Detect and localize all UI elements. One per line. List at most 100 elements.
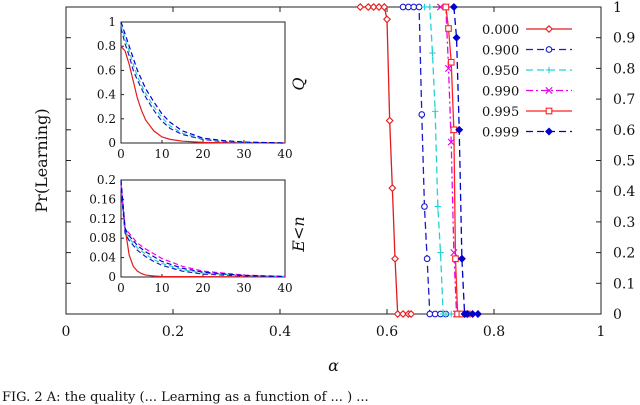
series-line-0.900 — [403, 6, 446, 315]
series-line-0.999 — [453, 6, 478, 315]
inset-e-x-tick-label: 30 — [236, 281, 251, 295]
data-point-0.950 — [434, 203, 442, 210]
data-point-0.900 — [421, 203, 428, 210]
data-point-0.950 — [442, 310, 450, 318]
legend-label: 0.000 — [482, 23, 519, 38]
series-0.900 — [399, 3, 450, 318]
legend-marker — [545, 107, 553, 115]
inset-q-y-tick-label: 1 — [108, 15, 116, 29]
data-point-0.999 — [455, 125, 464, 134]
inset-e-series-line — [120, 184, 286, 278]
data-point-0.999 — [449, 3, 458, 11]
y-tick-label: 0 — [613, 307, 622, 323]
series-0.999 — [449, 3, 482, 318]
inset-q-x-tick-label: 20 — [195, 147, 210, 161]
inset-e-x-tick-label: 40 — [277, 281, 292, 295]
y-tick-label: 0.5 — [613, 154, 635, 170]
data-point-0.999 — [463, 310, 472, 318]
inset-q-series-line — [120, 21, 286, 144]
legend-label: 0.900 — [482, 44, 519, 59]
data-point-0.000 — [383, 15, 391, 24]
inset-e-y-tick-label: 0.16 — [89, 192, 116, 206]
inset-e-y-tick-label: 0.08 — [89, 231, 116, 245]
y-tick-label: 0.1 — [613, 276, 635, 292]
series-line-0.950 — [424, 6, 457, 315]
legend-marker — [545, 25, 553, 33]
data-point-0.995 — [447, 58, 455, 66]
data-point-0.000 — [380, 3, 389, 11]
legend-marker — [545, 46, 553, 53]
x-tick-label: 0.2 — [162, 324, 184, 340]
inset-e-y-tick-label: 0 — [108, 270, 116, 284]
data-point-0.000 — [388, 184, 397, 193]
legend-marker — [545, 127, 553, 136]
data-point-0.999 — [468, 310, 477, 318]
inset-q-y-axis-label: Q — [289, 77, 308, 90]
inset-e-y-tick-label: 0.12 — [89, 212, 116, 226]
y-tick-label: 0.8 — [613, 61, 635, 77]
data-point-0.995 — [445, 25, 452, 32]
data-point-0.999 — [452, 33, 461, 42]
data-point-0.950 — [437, 249, 444, 256]
series-line-0.000 — [360, 6, 412, 315]
data-point-0.000 — [407, 310, 416, 318]
legend-label: 0.999 — [482, 126, 519, 141]
legend-marker — [545, 66, 553, 74]
legend: 0.000 0.900 0.950 0.990 0.995 0.999 — [482, 23, 572, 141]
data-point-0.000 — [393, 310, 402, 318]
x-tick-label: 0 — [62, 324, 71, 340]
data-point-0.900 — [423, 255, 431, 263]
inset-e-plot: 0 10 20 30 40 0 0.04 0.08 0.12 0.16 0.2 E<n — [89, 173, 308, 295]
data-point-0.900 — [415, 3, 423, 11]
inset-q-frame — [120, 21, 286, 144]
legend-label: 0.950 — [482, 64, 519, 79]
y-tick-label: 1 — [613, 0, 622, 16]
y-tick-label: 0.7 — [613, 92, 635, 108]
figure-caption: FIG. 2 A: the quality (... Learning as a… — [2, 390, 369, 405]
data-point-0.950 — [421, 3, 428, 11]
y-tick-label: 0.9 — [613, 31, 635, 47]
inset-e-x-tick-label: 10 — [154, 281, 169, 295]
data-point-0.900 — [399, 3, 407, 11]
inset-e-series-line — [120, 189, 286, 278]
inset-q-y-tick-label: 0.2 — [97, 112, 116, 126]
data-point-0.900 — [431, 310, 439, 318]
data-point-0.950 — [429, 49, 436, 57]
inset-e-frame — [120, 179, 286, 278]
main-plot-frame — [65, 6, 602, 315]
inset-q-plot: 0 10 20 30 40 0 0.2 0.4 0.6 0.8 1 Q — [97, 15, 308, 161]
inset-q-x-tick-label: 10 — [154, 147, 169, 161]
data-point-0.900 — [410, 3, 418, 11]
data-point-0.000 — [374, 3, 383, 11]
inset-e-y-axis-label: E<n — [289, 216, 308, 252]
series-0.000 — [356, 3, 416, 318]
data-point-0.900 — [426, 310, 434, 318]
inset-e-y-tick-label: 0.04 — [89, 251, 116, 265]
inset-q-x-tick-label: 40 — [277, 147, 292, 161]
inset-q-y-tick-label: 0.4 — [97, 88, 116, 102]
x-tick-label: 0.6 — [376, 324, 398, 340]
inset-e-series-line — [120, 184, 286, 278]
inset-q-y-tick-label: 0 — [108, 136, 116, 150]
data-point-0.995 — [452, 255, 459, 263]
series-0.950 — [421, 3, 460, 318]
data-point-0.900 — [418, 111, 426, 118]
data-point-0.999 — [473, 310, 482, 318]
inset-e-series-line — [120, 184, 286, 278]
y-axis-label: Pr(Learning) — [32, 108, 51, 212]
x-axis-label: α — [328, 356, 339, 375]
data-point-0.000 — [364, 3, 373, 11]
legend-label: 0.990 — [482, 85, 519, 100]
data-point-0.950 — [431, 108, 439, 115]
inset-q-y-tick-label: 0.6 — [97, 63, 116, 77]
data-point-0.950 — [426, 3, 433, 11]
inset-e-x-tick-label: 0 — [117, 281, 125, 295]
data-point-0.000 — [385, 116, 394, 125]
y-tick-label: 0.2 — [613, 246, 635, 262]
inset-q-y-tick-label: 0.8 — [97, 39, 116, 53]
legend-marker — [545, 86, 553, 95]
x-tick-label: 1 — [597, 324, 606, 340]
data-point-0.900 — [405, 3, 412, 11]
data-point-0.950 — [448, 310, 455, 318]
